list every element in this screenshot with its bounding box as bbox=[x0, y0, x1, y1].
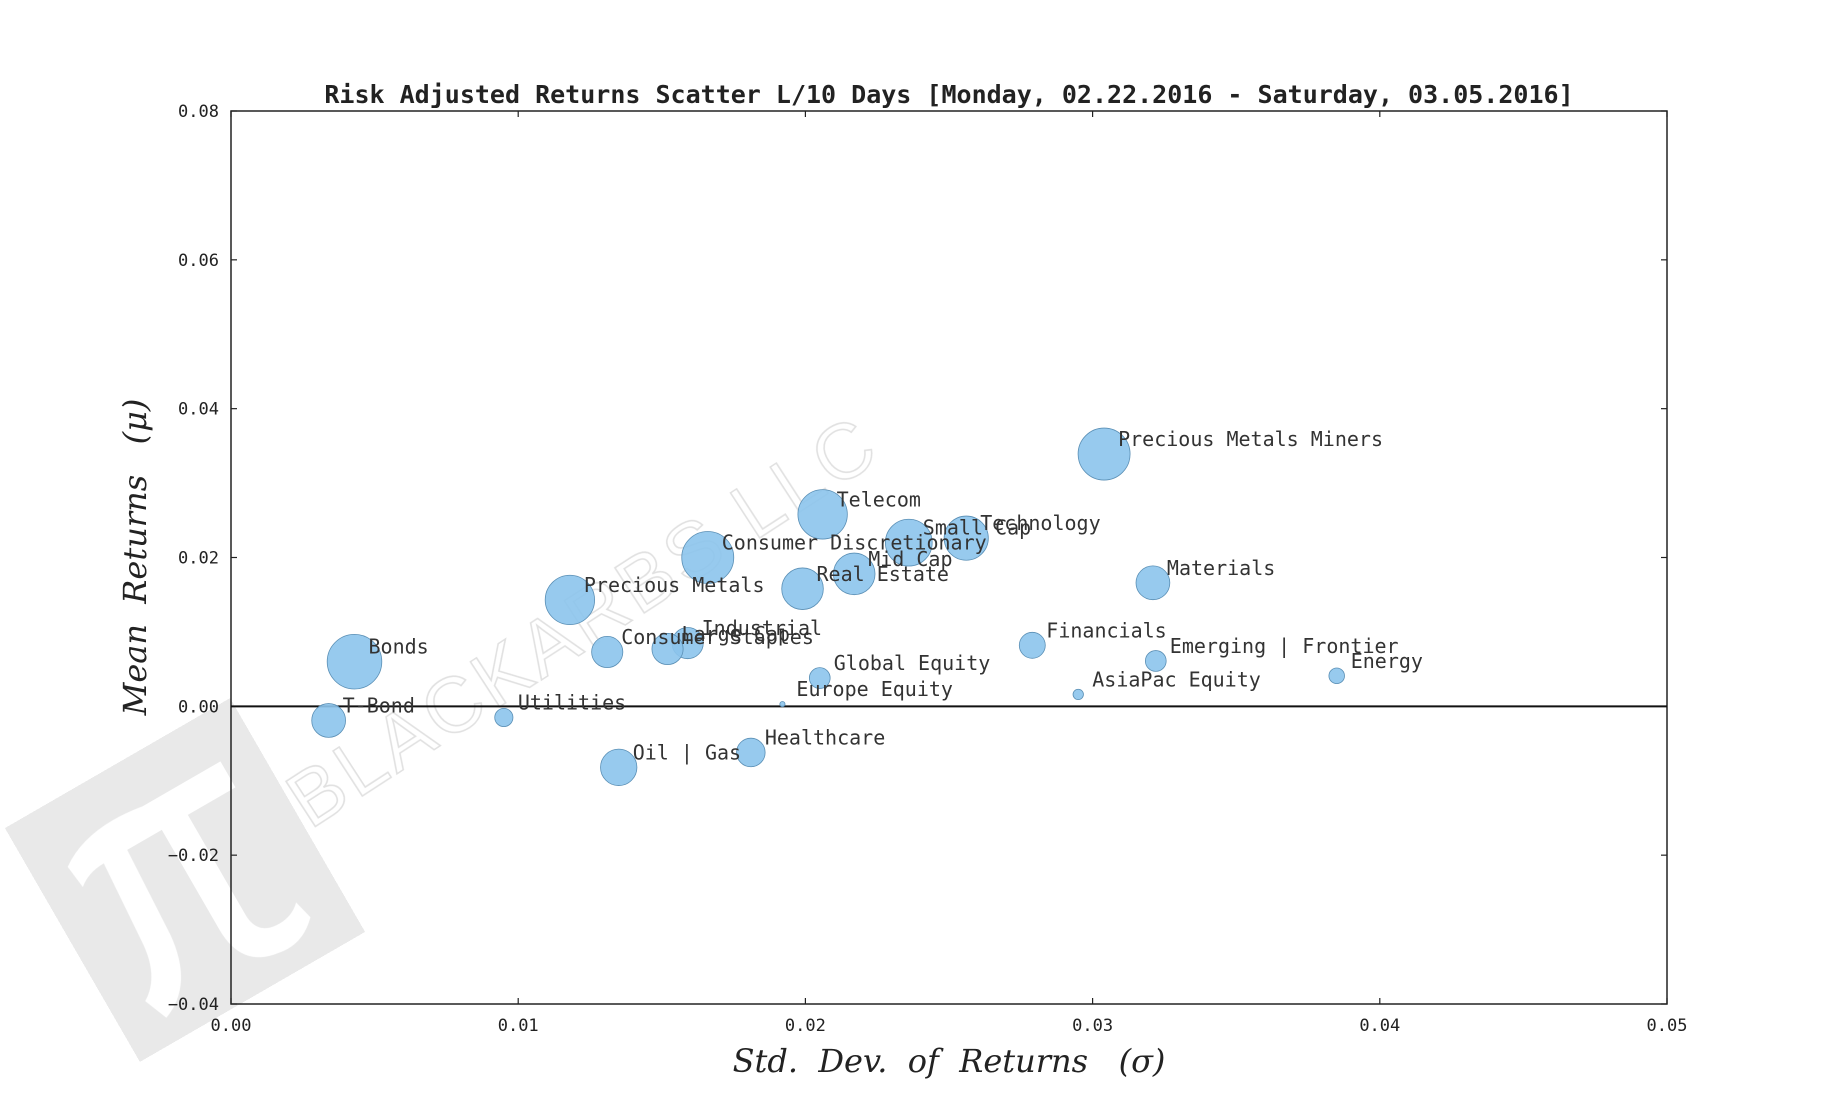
point-label: Healthcare bbox=[765, 725, 885, 749]
scatter-point bbox=[781, 567, 824, 610]
point-label: Mid Cap bbox=[868, 547, 952, 571]
y-tick-label: 0.00 bbox=[178, 697, 219, 717]
y-tick-label: 0.02 bbox=[178, 549, 219, 569]
point-label: Bonds bbox=[368, 635, 428, 659]
y-tick-label: 0.06 bbox=[178, 251, 219, 271]
point-label: Oil | Gas bbox=[633, 740, 741, 764]
x-axis-label: Std. Dev. of Returns (σ) bbox=[733, 1042, 1166, 1080]
y-tick-label: −0.02 bbox=[168, 846, 219, 866]
point-label: T-Bond bbox=[343, 693, 415, 717]
scatter-point bbox=[1144, 650, 1167, 672]
pi-logo-icon bbox=[4, 698, 366, 1062]
y-axis-label: Mean Returns (μ) bbox=[116, 399, 154, 717]
scatter-point bbox=[1077, 427, 1131, 481]
x-tick-label: 0.02 bbox=[785, 1016, 826, 1036]
y-tick-label: 0.04 bbox=[178, 400, 219, 420]
scatter-point bbox=[1328, 667, 1345, 685]
point-label: Precious Metals Miners bbox=[1118, 427, 1383, 451]
scatter-point bbox=[943, 515, 989, 561]
point-label: Real Estate bbox=[817, 562, 949, 586]
y-tick-label: −0.04 bbox=[168, 995, 219, 1015]
scatter-point bbox=[494, 707, 514, 727]
point-label: Utilities bbox=[518, 690, 626, 714]
scatter-point bbox=[1018, 631, 1046, 659]
axis-ticks: 0.00 0.01 0.02 0.03 0.04 0.05 −0.04 −0.02 0.00 0.… bbox=[168, 102, 1688, 1036]
point-label: Financials bbox=[1046, 618, 1166, 642]
y-tick-label: 0.08 bbox=[178, 102, 219, 122]
scatter-point bbox=[797, 489, 848, 540]
point-label: Emerging | Frontier bbox=[1170, 634, 1399, 658]
scatter-point bbox=[736, 737, 766, 768]
point-label: Consumer Staples bbox=[621, 625, 814, 649]
scatter-point bbox=[311, 703, 346, 738]
scatter-point bbox=[808, 667, 831, 689]
point-label: Global Equity bbox=[834, 651, 991, 675]
point-label: Small Cap bbox=[923, 516, 1031, 540]
point-label: Large Cap bbox=[682, 622, 790, 646]
chart-title: Risk Adjusted Returns Scatter L/10 Days … bbox=[324, 80, 1573, 109]
point-label: Precious Metals bbox=[584, 573, 765, 597]
x-tick-label: 0.00 bbox=[211, 1016, 252, 1036]
point-label: Materials bbox=[1167, 556, 1275, 580]
scatter-point bbox=[779, 701, 786, 708]
point-labels: Precious Metals Miners Telecom TechnologyS… bbox=[343, 427, 1423, 764]
point-label: Energy bbox=[1351, 649, 1423, 673]
point-label: AsiaPac Equity bbox=[1092, 667, 1261, 691]
scatter-point bbox=[544, 574, 595, 626]
scatter-point bbox=[1135, 565, 1171, 601]
point-label: Consumer Discretionary bbox=[722, 531, 987, 555]
scatter-point bbox=[1072, 688, 1084, 701]
scatter-point bbox=[651, 633, 684, 666]
x-tick-label: 0.01 bbox=[498, 1016, 539, 1036]
point-label: Telecom bbox=[837, 487, 921, 511]
scatter-point bbox=[600, 748, 638, 786]
scatter-points bbox=[311, 427, 1345, 786]
scatter-point bbox=[681, 531, 735, 584]
point-label: Industrial bbox=[702, 616, 822, 640]
x-tick-label: 0.04 bbox=[1359, 1016, 1400, 1036]
scatter-point bbox=[326, 633, 383, 690]
x-tick-label: 0.03 bbox=[1072, 1016, 1113, 1036]
scatter-point bbox=[591, 636, 624, 669]
point-label: Technology bbox=[980, 511, 1100, 535]
point-label: Europe Equity bbox=[796, 677, 953, 701]
x-tick-label: 0.05 bbox=[1647, 1016, 1688, 1036]
scatter-point bbox=[884, 518, 933, 567]
scatter-point bbox=[833, 552, 876, 596]
